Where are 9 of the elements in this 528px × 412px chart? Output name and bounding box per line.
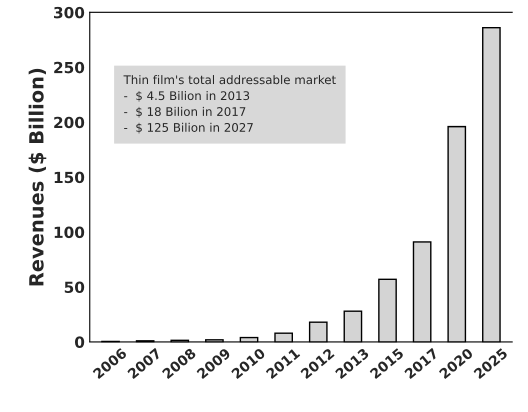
y-tick-label: 50 (64, 281, 84, 294)
y-tick-label: 250 (54, 62, 84, 74)
annotation: Thin film's total addressable market - $ 4.5 Bilion in 2013 - $ 18 Bilion in 2017 - $ 125 Bilion in 2027 (124, 75, 336, 134)
y-axis-title: Revenues ($ Billion) (28, 68, 46, 286)
y-tick-label: 200 (54, 116, 84, 128)
y-tick-label: 100 (54, 226, 84, 238)
y-tick-label: 300 (54, 6, 84, 18)
y-tick-label: 0 (75, 336, 84, 348)
y-tick-label: 150 (54, 172, 84, 184)
